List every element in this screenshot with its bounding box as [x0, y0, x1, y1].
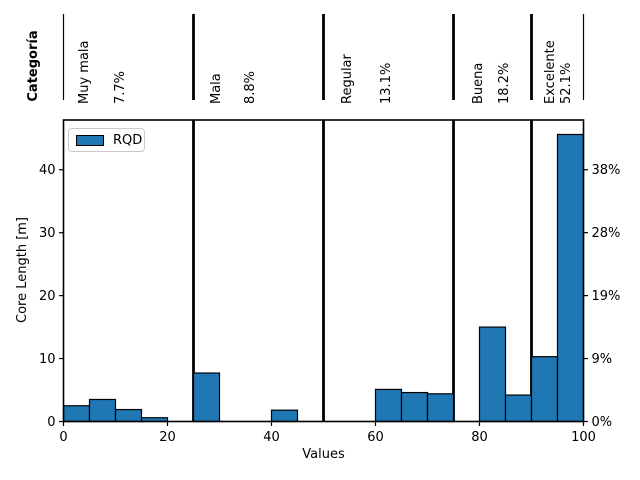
histogram-bar: [374, 388, 403, 423]
histogram-bar: [400, 391, 429, 423]
histogram-bar: [504, 394, 533, 423]
legend-swatch-rqd: [76, 134, 104, 146]
x-tick-label: 60: [367, 430, 384, 445]
category-pct-label: 8.8%: [243, 71, 258, 104]
legend: RQD: [68, 128, 145, 152]
category-pct-label: 52.1%: [559, 63, 574, 104]
right-tick-label: 0%: [592, 415, 613, 430]
category-pct-label: 18.2%: [497, 63, 512, 104]
category-label: Mala: [209, 73, 224, 104]
histogram-bar: [426, 393, 455, 423]
legend-label: RQD: [113, 132, 143, 148]
y-tick-label: 0: [47, 415, 55, 430]
x-axis-label: Values: [302, 447, 345, 462]
y-axis-label: Core Length [m]: [15, 217, 30, 323]
category-pct-label: 13.1%: [379, 63, 394, 104]
category-pct-label: 7.7%: [113, 71, 128, 104]
right-tick-label: 38%: [592, 163, 621, 178]
y-tick-label: 20: [39, 289, 56, 304]
x-tick-label: 0: [59, 430, 67, 445]
histogram-bar: [270, 409, 299, 423]
histogram-bar: [62, 405, 91, 423]
right-tick-label: 28%: [592, 226, 621, 241]
category-axis-title: Categoría: [26, 30, 41, 102]
category-label: Buena: [471, 63, 486, 104]
x-tick-label: 100: [571, 430, 596, 445]
histogram-bar: [114, 408, 143, 423]
histogram-bar: [88, 398, 117, 423]
x-tick-label: 20: [159, 430, 176, 445]
histogram-bar: [478, 326, 507, 423]
y-tick-label: 40: [39, 163, 56, 178]
histogram-bar: [530, 356, 559, 423]
histogram-bar: [556, 133, 585, 423]
axes-spines: [62, 119, 585, 423]
x-tick-label: 80: [471, 430, 488, 445]
category-label: Muy mala: [77, 41, 92, 105]
x-tick-label: 40: [263, 430, 280, 445]
category-label: Excelente: [543, 40, 558, 104]
histogram-bar: [192, 372, 221, 423]
right-tick-label: 9%: [592, 352, 613, 367]
category-label: Regular: [340, 53, 355, 104]
y-tick-label: 30: [39, 226, 56, 241]
right-tick-label: 19%: [592, 289, 621, 304]
y-tick-label: 10: [39, 352, 56, 367]
